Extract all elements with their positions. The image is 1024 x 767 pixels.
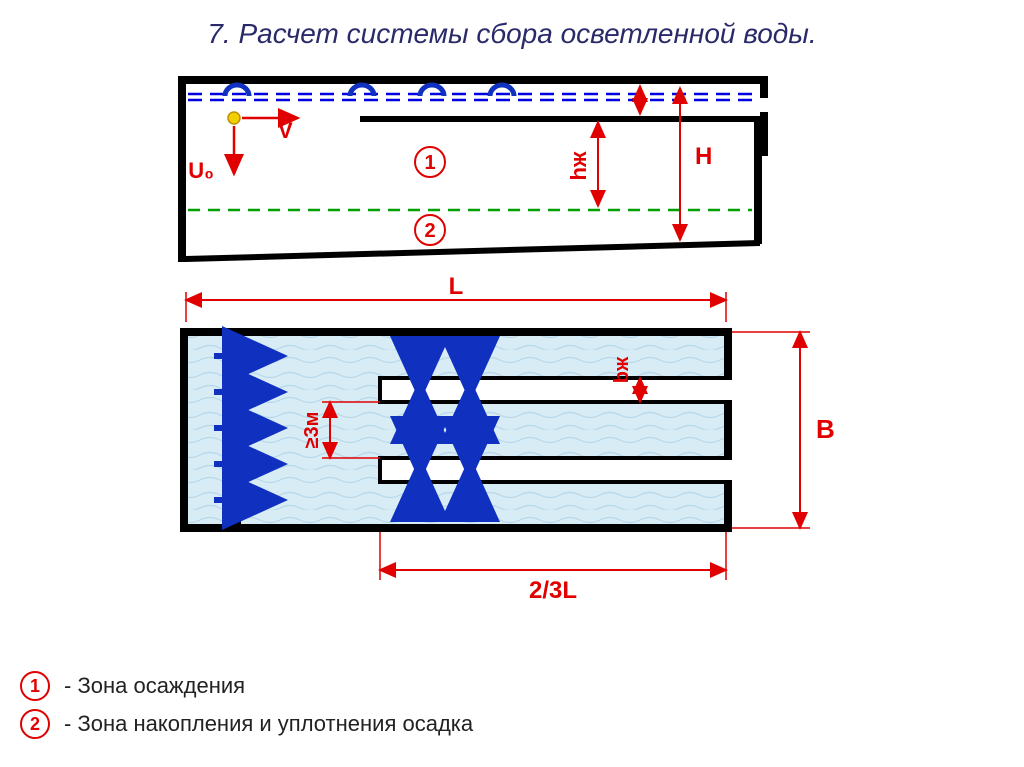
label-U0: U₀ (188, 158, 214, 183)
legend-num-2: 2 (20, 709, 50, 739)
label-bzh: bж (611, 356, 633, 383)
side-view: V U₀ 1 2 hж H (178, 76, 768, 262)
label-twothirdsL: 2/3L (529, 577, 577, 604)
legend-text-2: - Зона накопления и уплотнения осадка (64, 711, 473, 737)
label-B: B (816, 414, 835, 444)
diagram-canvas: V U₀ 1 2 hж H L (0, 70, 1024, 690)
zone-1-marker: 1 (424, 152, 435, 174)
label-H: H (695, 143, 712, 170)
legend-item-1: 1 - Зона осаждения (20, 671, 473, 701)
legend-num-1: 1 (20, 671, 50, 701)
legend-text-1: - Зона осаждения (64, 673, 245, 699)
legend: 1 - Зона осаждения 2 - Зона накопления и… (20, 671, 473, 747)
plan-view: L (180, 273, 835, 604)
label-V: V (278, 118, 293, 143)
legend-item-2: 2 - Зона накопления и уплотнения осадка (20, 709, 473, 739)
label-L: L (449, 273, 464, 300)
page-title: 7. Расчет системы сбора осветленной воды… (0, 0, 1024, 50)
zone-2-marker: 2 (424, 220, 435, 242)
label-hzh: hж (566, 151, 591, 180)
label-ge3m: ≥3м (301, 412, 323, 449)
